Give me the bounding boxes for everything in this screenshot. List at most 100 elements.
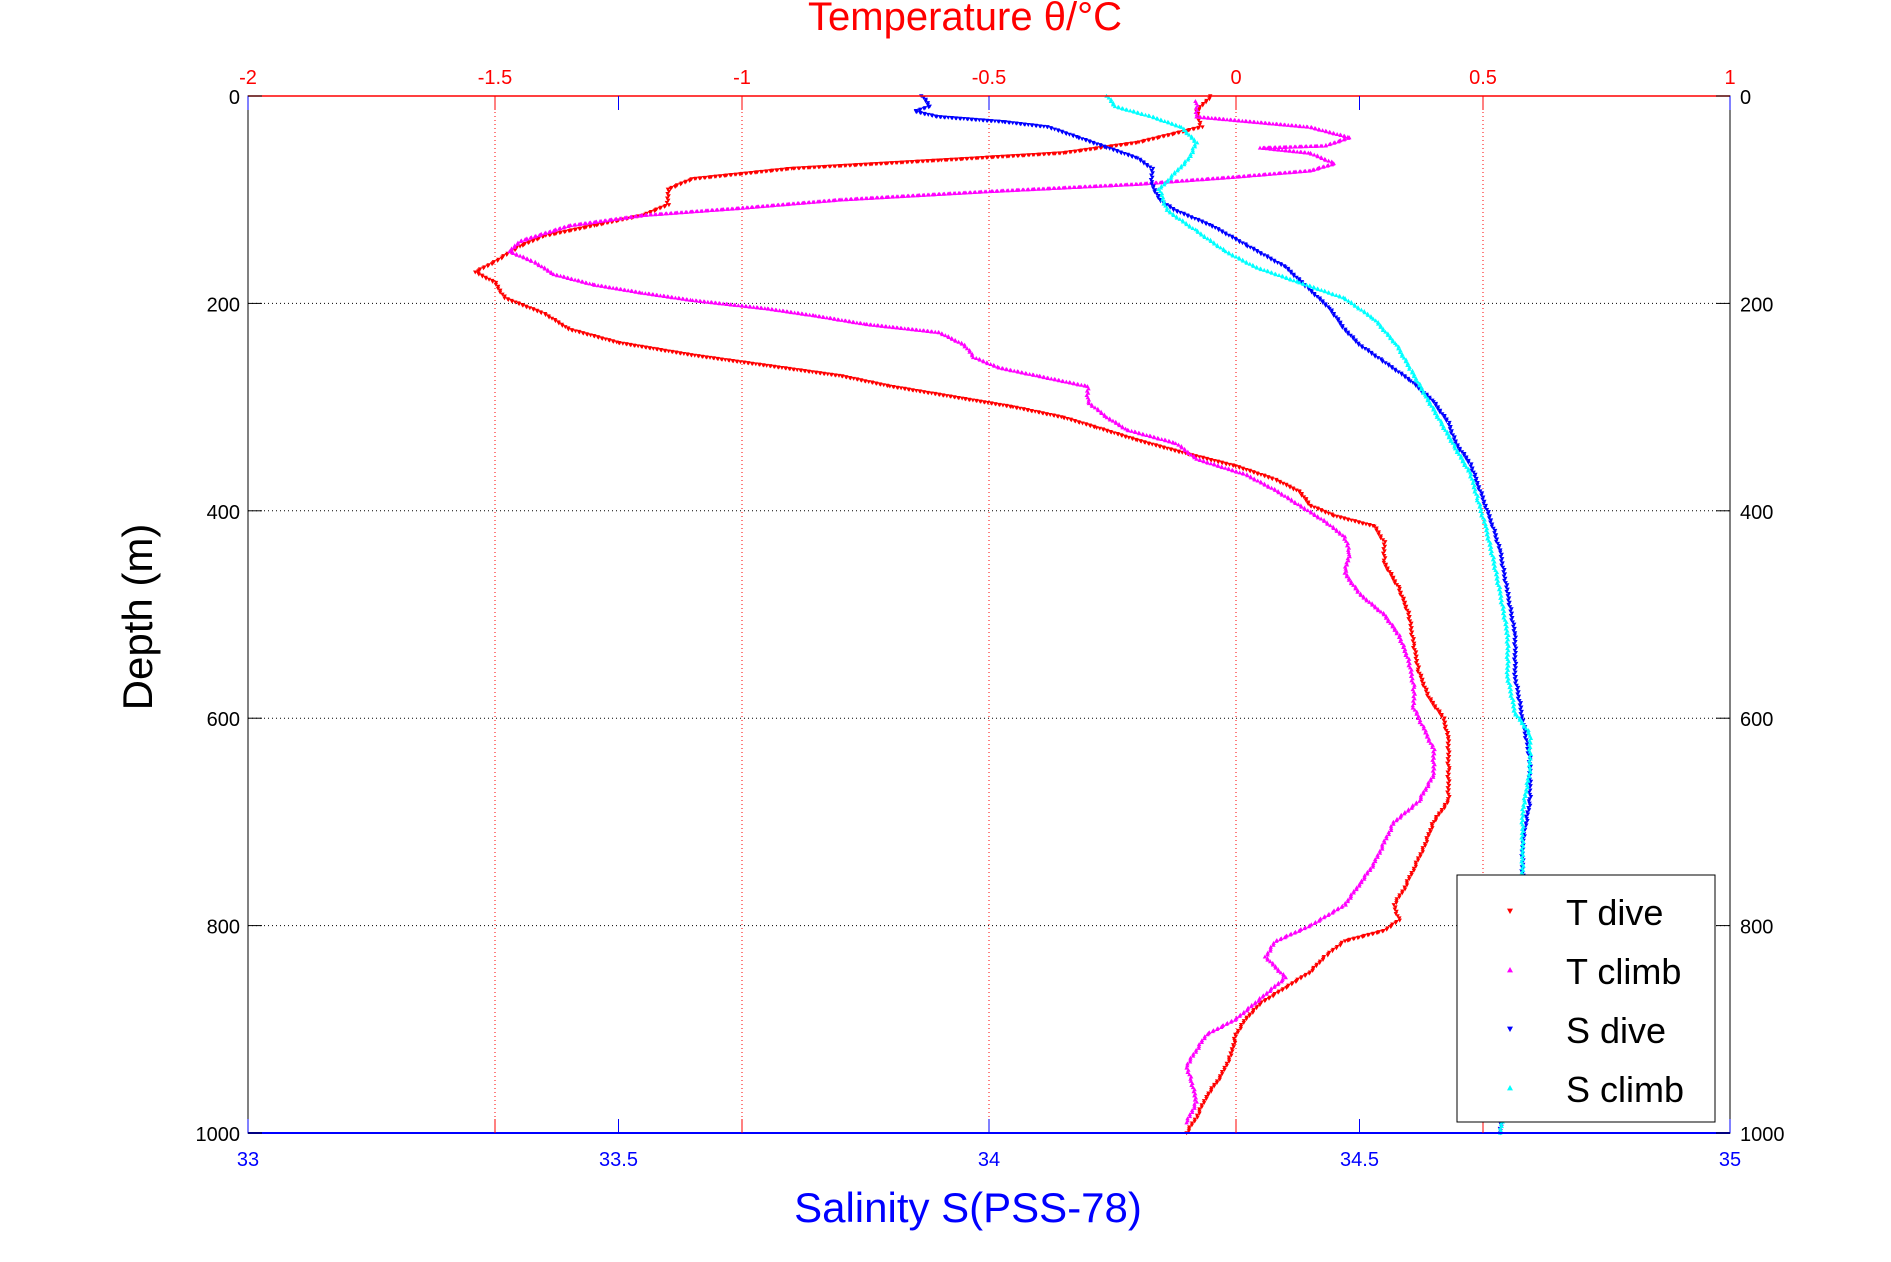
data-point — [1446, 768, 1452, 773]
data-point — [1060, 130, 1065, 135]
data-point — [1148, 434, 1153, 439]
data-point — [1184, 1120, 1189, 1125]
data-point — [1512, 644, 1518, 649]
data-point — [1259, 120, 1264, 125]
data-point — [1320, 300, 1326, 305]
data-point — [1235, 1030, 1241, 1035]
data-point — [1518, 701, 1524, 706]
data-point — [1208, 461, 1214, 466]
data-point — [1390, 624, 1395, 629]
data-point — [570, 328, 575, 333]
data-point — [1185, 1116, 1190, 1121]
data-point — [724, 301, 730, 306]
data-point — [1447, 779, 1452, 784]
data-point — [972, 190, 977, 195]
data-point — [617, 216, 623, 221]
data-point — [929, 391, 934, 396]
data-point — [1205, 457, 1210, 462]
data-point — [664, 200, 670, 205]
data-point — [1268, 257, 1274, 262]
data-point — [1202, 1034, 1207, 1039]
data-point — [1500, 561, 1505, 566]
data-point — [562, 230, 567, 235]
data-point — [1251, 173, 1256, 178]
data-point — [1314, 964, 1319, 969]
data-point — [1302, 507, 1308, 511]
data-point — [1414, 709, 1420, 714]
data-point — [1007, 120, 1012, 125]
data-point — [836, 164, 842, 169]
data-point — [1126, 428, 1131, 433]
data-point — [658, 293, 663, 298]
data-point — [936, 192, 941, 197]
data-point — [1381, 547, 1386, 552]
data-point — [1301, 281, 1306, 286]
data-point — [1268, 146, 1274, 151]
data-point — [1405, 808, 1411, 813]
data-point — [1024, 371, 1029, 376]
data-point — [1261, 146, 1267, 151]
data-point — [1141, 161, 1147, 166]
data-point — [719, 357, 725, 362]
data-point — [1497, 544, 1502, 548]
data-point — [1373, 859, 1378, 864]
data-point — [1512, 668, 1517, 673]
data-point — [1276, 273, 1282, 278]
data-point — [685, 352, 691, 357]
data-point — [1496, 546, 1501, 551]
data-point — [1270, 477, 1275, 482]
data-point — [1041, 124, 1047, 129]
data-point — [1528, 770, 1533, 774]
data-point — [1378, 609, 1384, 614]
data-point — [1179, 178, 1184, 183]
data-point — [1140, 139, 1145, 144]
data-point — [1346, 518, 1351, 523]
data-point — [1234, 469, 1239, 474]
data-point — [1184, 222, 1189, 227]
data-point — [592, 223, 597, 228]
data-point — [1283, 265, 1288, 270]
data-point — [1344, 572, 1350, 577]
data-point — [1445, 730, 1451, 735]
data-point — [759, 204, 765, 209]
data-point — [1381, 838, 1387, 843]
data-point — [666, 203, 672, 208]
data-point — [1108, 98, 1114, 103]
data-point — [899, 194, 904, 199]
data-point — [920, 192, 926, 197]
data-point — [1355, 589, 1360, 594]
legend-marker — [1507, 1085, 1513, 1091]
data-point — [1478, 489, 1483, 494]
data-point — [1476, 500, 1481, 505]
data-point — [807, 369, 812, 374]
data-point — [1447, 750, 1452, 755]
data-point — [1375, 852, 1380, 857]
data-point — [573, 329, 578, 334]
data-point — [681, 352, 687, 356]
data-point — [1406, 875, 1412, 880]
data-point — [1431, 820, 1437, 825]
data-point — [512, 248, 518, 253]
data-point — [1405, 361, 1411, 366]
data-point — [843, 197, 848, 202]
data-point — [925, 329, 931, 333]
data-point — [654, 293, 660, 297]
data-point — [1226, 1055, 1232, 1060]
data-point — [1422, 844, 1428, 849]
data-point — [1214, 1081, 1220, 1086]
data-point — [1331, 140, 1337, 145]
legend-marker — [1507, 908, 1513, 914]
data-point — [1513, 640, 1518, 644]
data-point — [1119, 151, 1124, 156]
data-point — [1084, 422, 1089, 427]
data-point — [1303, 498, 1309, 503]
data-point — [1337, 531, 1343, 536]
data-point — [665, 187, 671, 192]
data-point — [670, 350, 675, 355]
data-point — [1501, 574, 1507, 579]
series-layer — [473, 93, 1534, 1136]
data-point — [1126, 153, 1131, 158]
data-point — [1164, 207, 1170, 212]
data-point — [904, 160, 909, 165]
data-point — [1195, 1115, 1200, 1120]
